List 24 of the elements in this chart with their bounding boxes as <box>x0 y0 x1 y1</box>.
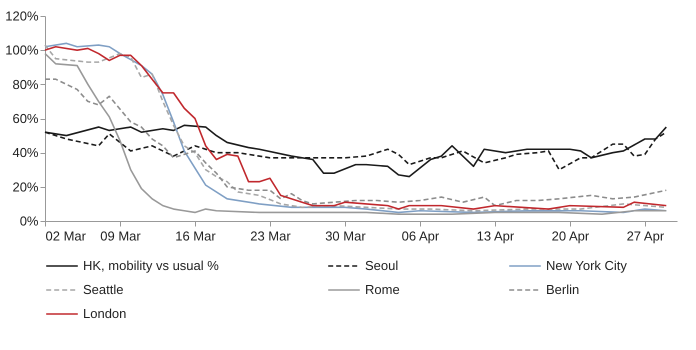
legend-label: London <box>83 306 126 321</box>
x-tick-label: 09 Mar <box>100 228 142 244</box>
line-series <box>44 78 668 206</box>
y-tick-label: 20% <box>12 179 39 194</box>
x-tick-label: 27 Apr <box>626 228 665 244</box>
legend-label: Rome <box>365 282 400 297</box>
legend-label: Berlin <box>546 282 580 297</box>
y-tick-label: 120% <box>5 8 39 24</box>
x-tick-label: 16 Mar <box>175 228 216 244</box>
y-tick-label: 60% <box>12 111 39 126</box>
x-tick-label: 30 Mar <box>325 228 366 244</box>
y-tick-label: 80% <box>12 76 39 92</box>
legend-label: Seattle <box>83 282 124 297</box>
x-tick-label: 13 Apr <box>476 228 515 244</box>
y-tick-label: 100% <box>5 42 39 58</box>
x-tick-label: 06 Apr <box>402 228 440 244</box>
legend-label: HK, mobility vs usual % <box>83 258 220 273</box>
x-tick-label: 20 Apr <box>552 228 590 244</box>
x-tick-label: 02 Mar <box>46 228 87 244</box>
y-tick-label: 40% <box>12 145 39 160</box>
y-tick-label: 0% <box>20 214 39 228</box>
legend-label: New York City <box>546 258 628 273</box>
x-tick-label: 23 Mar <box>250 228 292 244</box>
legend-label: Seoul <box>365 258 398 273</box>
